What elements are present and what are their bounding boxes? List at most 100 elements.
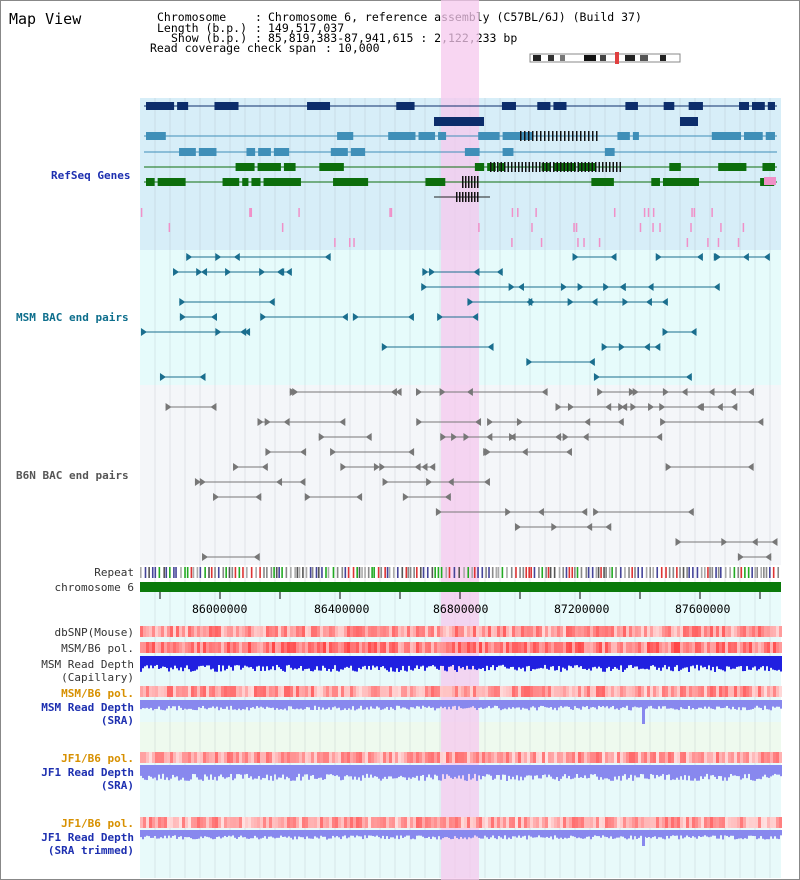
heat-cell: [158, 642, 161, 653]
depth-bar: [594, 656, 596, 667]
depth-bar: [546, 765, 548, 778]
depth-bar: [678, 700, 680, 711]
heat-cell: [656, 686, 659, 697]
msm-b6-pol-sra-label[interactable]: MSM/B6 pol.: [61, 687, 134, 700]
depth-bar: [366, 656, 368, 670]
jf1-b6-pol-label[interactable]: JF1/B6 pol.: [61, 752, 134, 765]
heat-cell: [617, 817, 620, 828]
heat-cell: [554, 817, 557, 828]
depth-bar: [538, 830, 540, 836]
depth-bar: [528, 765, 530, 776]
jf1-depth-sra-label[interactable]: JF1 Read Depth: [41, 766, 134, 779]
heat-cell: [449, 752, 452, 763]
msm-b6-pol-label[interactable]: MSM/B6 pol.: [61, 642, 134, 655]
msm-depth-capillary-label[interactable]: MSM Read Depth: [41, 658, 134, 671]
depth-bar: [216, 765, 218, 781]
heat-cell: [506, 752, 509, 763]
heat-cell: [302, 642, 305, 653]
depth-bar: [352, 656, 354, 671]
heat-cell: [155, 817, 158, 828]
depth-bar: [750, 830, 752, 836]
repeat-element: [585, 567, 588, 578]
depth-bar: [192, 700, 194, 710]
heat-cell: [317, 817, 320, 828]
depth-bar: [368, 765, 370, 778]
heat-cell: [695, 626, 698, 637]
depth-bar: [234, 656, 236, 666]
depth-bar: [526, 765, 528, 776]
depth-bar: [192, 830, 194, 840]
heat-cell: [224, 686, 227, 697]
heat-cell: [446, 752, 449, 763]
depth-bar: [754, 656, 756, 667]
heat-cell: [434, 817, 437, 828]
predicted-gene: [349, 238, 351, 247]
depth-bar: [600, 656, 602, 669]
depth-bar: [588, 656, 590, 669]
repeat-element: [772, 567, 775, 578]
bac-end-marker: [572, 253, 579, 261]
b6n-bac-label[interactable]: B6N BAC end pairs: [16, 469, 129, 482]
heat-cell: [305, 686, 308, 697]
depth-bar: [732, 700, 734, 707]
depth-bar: [368, 830, 370, 836]
msm-bac-label[interactable]: MSM BAC end pairs: [16, 311, 129, 324]
msm-depth-sra-label[interactable]: MSM Read Depth: [41, 701, 134, 714]
depth-bar: [220, 700, 222, 708]
heat-cell: [356, 686, 359, 697]
depth-bar: [354, 765, 356, 777]
heat-cell: [770, 642, 773, 653]
depth-bar: [506, 656, 508, 669]
heat-cell: [734, 686, 737, 697]
refseq-label[interactable]: RefSeq Genes: [51, 169, 131, 182]
heat-cell: [620, 752, 623, 763]
depth-bar: [172, 765, 174, 775]
repeat-element: [756, 567, 759, 578]
depth-bar: [652, 700, 654, 709]
heat-cell: [179, 626, 182, 637]
gene-exon: [507, 162, 509, 172]
depth-bar: [340, 830, 342, 840]
depth-bar: [318, 700, 320, 707]
repeat-element: [290, 567, 292, 578]
repeat-element: [175, 567, 177, 578]
heat-cell: [185, 626, 188, 637]
heat-cell: [701, 642, 704, 653]
depth-bar: [266, 700, 268, 707]
heat-cell: [455, 752, 458, 763]
heat-cell: [167, 626, 170, 637]
depth-bar: [188, 830, 190, 838]
depth-bar: [574, 700, 576, 707]
gene-exon: [258, 148, 271, 156]
depth-bar: [352, 830, 354, 836]
heat-cell: [737, 817, 740, 828]
bac-end-marker: [253, 553, 260, 561]
jf1-depth-trim-label[interactable]: JF1 Read Depth: [41, 831, 134, 844]
depth-bar: [430, 830, 432, 839]
gene-exon: [560, 131, 562, 141]
depth-bar: [426, 830, 428, 838]
heat-cell: [662, 817, 665, 828]
depth-bar: [176, 830, 178, 839]
dbsnp-label[interactable]: dbSNP(Mouse): [54, 626, 134, 639]
depth-bar: [358, 700, 360, 709]
heat-cell: [650, 817, 653, 828]
repeat-element: [628, 567, 630, 578]
heat-cell: [407, 817, 410, 828]
heat-cell: [149, 752, 152, 763]
depth-bar: [620, 656, 622, 666]
repeat-element: [656, 567, 659, 578]
heat-cell: [584, 752, 587, 763]
jf1-b6-pol-2-label[interactable]: JF1/B6 pol.: [61, 817, 134, 830]
depth-bar: [582, 656, 584, 669]
heat-cell: [449, 686, 452, 697]
heat-cell: [491, 626, 494, 637]
depth-bar: [776, 656, 778, 671]
bac-end-marker: [473, 268, 480, 276]
depth-bar: [726, 830, 728, 836]
heat-cell: [608, 626, 611, 637]
depth-bar: [688, 830, 690, 837]
depth-bar: [380, 656, 382, 668]
depth-bar: [206, 700, 208, 710]
